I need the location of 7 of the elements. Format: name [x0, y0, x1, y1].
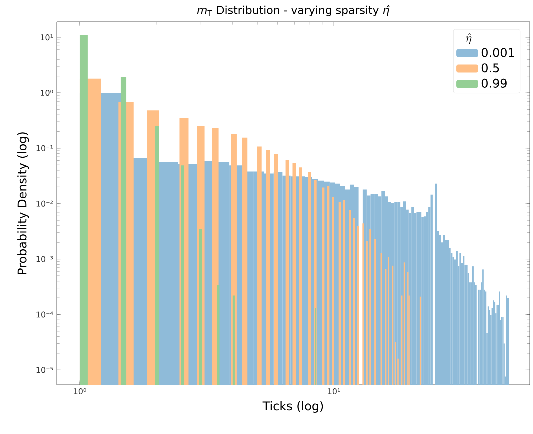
x-axis-title: Ticks (log) [262, 401, 324, 413]
legend-title: $\hat{\eta}$ [466, 33, 472, 44]
legend-label: 0.99 [482, 78, 507, 88]
y-axis-title: Probability Density (log) [18, 132, 30, 274]
legend-label: 0.001 [482, 48, 514, 58]
legend-label: 0.5 [482, 64, 500, 73]
chart-title: m$_{T}$ Distribution - varying sparsity η̂ [197, 5, 390, 16]
